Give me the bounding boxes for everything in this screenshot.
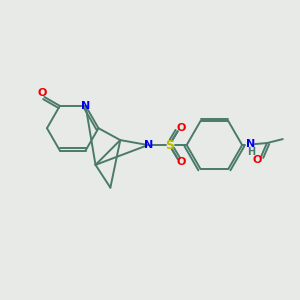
Text: H: H bbox=[247, 147, 255, 157]
Text: O: O bbox=[38, 88, 47, 98]
Text: S: S bbox=[165, 139, 174, 152]
Text: N: N bbox=[144, 140, 154, 150]
Text: N: N bbox=[246, 139, 256, 149]
Text: N: N bbox=[81, 101, 90, 111]
Text: O: O bbox=[176, 123, 185, 133]
Text: O: O bbox=[176, 157, 185, 167]
Text: O: O bbox=[252, 155, 262, 165]
